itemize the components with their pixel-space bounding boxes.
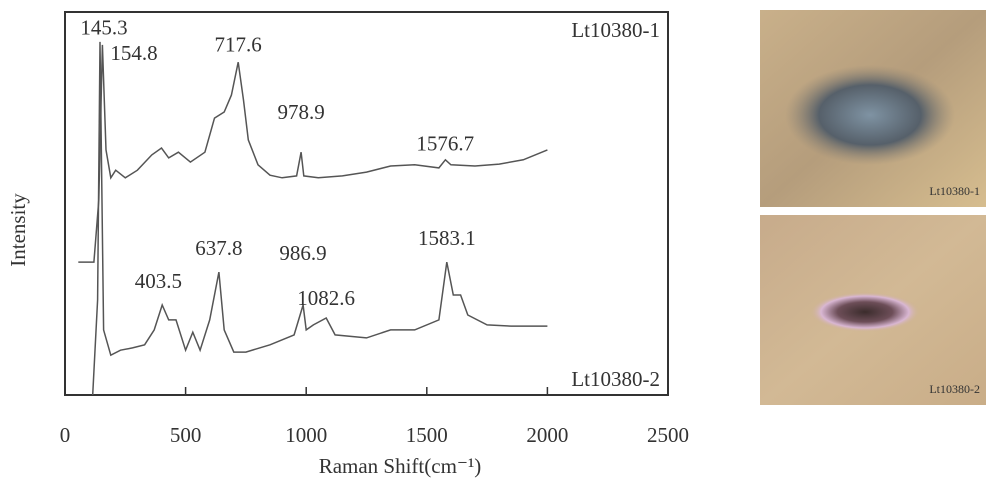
x-tick-label: 2000 bbox=[526, 423, 568, 447]
x-tick-label: 1500 bbox=[406, 423, 448, 447]
peak-label: 978.9 bbox=[277, 100, 324, 124]
x-tick-label: 0 bbox=[60, 423, 71, 447]
series-label: Lt10380-1 bbox=[571, 18, 660, 42]
x-tick-label: 500 bbox=[170, 423, 202, 447]
photo-caption: Lt10380-2 bbox=[929, 382, 980, 396]
x-axis-label: Raman Shift(cm⁻¹) bbox=[319, 454, 482, 478]
peak-label: 986.9 bbox=[279, 241, 326, 265]
photo: Lt10380-2 bbox=[760, 215, 986, 405]
spectrum-line bbox=[91, 41, 548, 396]
peak-label: 154.8 bbox=[110, 41, 157, 65]
photo-feature bbox=[810, 292, 920, 332]
peak-label: 717.6 bbox=[214, 32, 261, 56]
peak-label: 403.5 bbox=[135, 269, 182, 293]
peak-label: 145.3 bbox=[80, 15, 127, 39]
peak-label: 1576.7 bbox=[416, 132, 474, 156]
series-label: Lt10380-2 bbox=[571, 367, 660, 391]
photo-caption: Lt10380-1 bbox=[929, 184, 980, 198]
spectrum-line bbox=[78, 44, 548, 263]
peak-label: 637.8 bbox=[195, 236, 242, 260]
x-tick-label: 2500 bbox=[647, 423, 689, 447]
x-tick-label: 1000 bbox=[285, 423, 327, 447]
peak-label: 1583.1 bbox=[418, 226, 476, 250]
photo: Lt10380-1 bbox=[760, 10, 986, 207]
y-axis-label: Intensity bbox=[6, 193, 30, 267]
peak-label: 1082.6 bbox=[297, 286, 355, 310]
photo-feature bbox=[785, 65, 955, 165]
plot-frame bbox=[64, 11, 669, 396]
